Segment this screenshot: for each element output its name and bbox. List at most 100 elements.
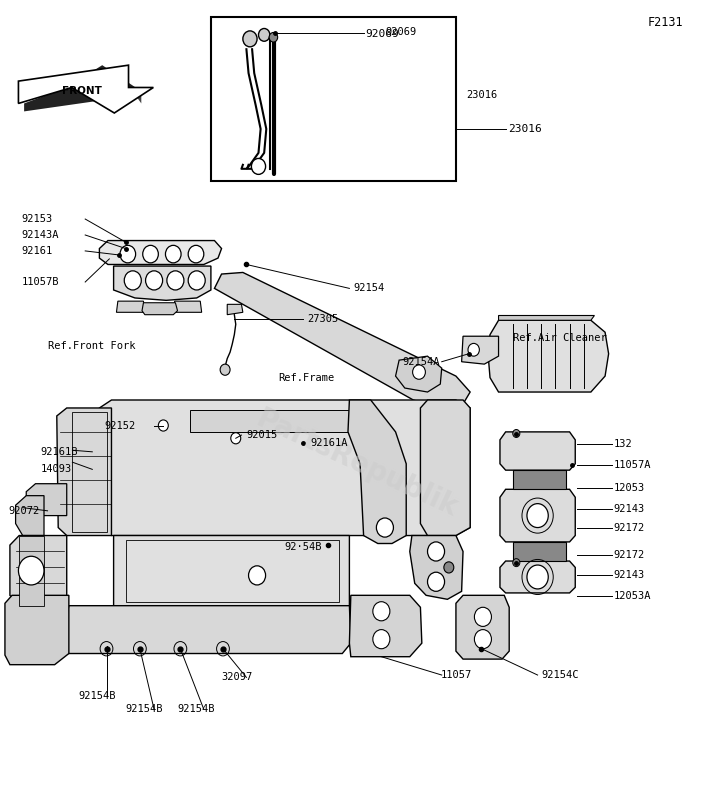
Circle shape (373, 602, 390, 621)
Text: 92154B: 92154B (178, 704, 215, 714)
Polygon shape (113, 535, 349, 614)
Circle shape (143, 246, 158, 263)
Text: 14093: 14093 (41, 464, 72, 474)
Polygon shape (99, 241, 222, 265)
Circle shape (158, 420, 168, 431)
Text: 92143: 92143 (614, 570, 645, 580)
Circle shape (19, 556, 44, 585)
Polygon shape (135, 87, 141, 103)
Polygon shape (513, 470, 566, 490)
Circle shape (513, 430, 520, 438)
Polygon shape (26, 484, 67, 515)
Polygon shape (10, 535, 67, 606)
Text: Ref.Air Cleaner: Ref.Air Cleaner (513, 333, 607, 343)
Polygon shape (62, 606, 351, 654)
Text: 11057: 11057 (441, 670, 471, 680)
Polygon shape (99, 400, 470, 535)
Circle shape (120, 246, 135, 263)
Text: 92152: 92152 (104, 421, 135, 430)
Polygon shape (113, 266, 211, 300)
Text: Ref.Front Fork: Ref.Front Fork (48, 341, 135, 350)
Circle shape (468, 343, 479, 356)
Circle shape (428, 572, 445, 591)
Circle shape (165, 246, 181, 263)
Text: 11057B: 11057B (21, 277, 58, 287)
Circle shape (373, 630, 390, 649)
Text: F2131: F2131 (647, 16, 683, 29)
Circle shape (474, 607, 491, 626)
Text: PartsRepublik: PartsRepublik (251, 405, 462, 522)
Circle shape (188, 271, 205, 290)
Text: 92154: 92154 (354, 283, 385, 294)
Text: 32097: 32097 (222, 673, 253, 682)
Circle shape (527, 504, 548, 527)
Polygon shape (190, 410, 349, 432)
Text: 92069: 92069 (385, 26, 416, 37)
Polygon shape (16, 496, 44, 535)
Polygon shape (488, 320, 609, 392)
Circle shape (527, 565, 548, 589)
Circle shape (220, 364, 230, 375)
Polygon shape (498, 315, 595, 320)
Text: 12053: 12053 (614, 483, 645, 494)
Circle shape (269, 33, 277, 42)
Text: 23016: 23016 (466, 90, 498, 101)
Polygon shape (500, 561, 575, 593)
Polygon shape (461, 336, 498, 364)
Circle shape (444, 562, 453, 573)
Text: 92154B: 92154B (125, 704, 163, 714)
Text: 92154A: 92154A (403, 357, 440, 366)
Text: 92172: 92172 (614, 522, 645, 533)
Polygon shape (173, 301, 202, 312)
Circle shape (252, 158, 265, 174)
Circle shape (124, 271, 141, 290)
Text: 23016: 23016 (508, 124, 542, 134)
Circle shape (188, 246, 204, 263)
Text: 92154B: 92154B (78, 690, 116, 701)
Text: 132: 132 (614, 439, 632, 449)
Polygon shape (19, 535, 44, 606)
Text: 92161A: 92161A (310, 438, 348, 448)
Text: FRONT: FRONT (63, 86, 102, 96)
Polygon shape (227, 304, 243, 314)
Polygon shape (57, 408, 111, 535)
Text: 92153: 92153 (21, 214, 53, 224)
Circle shape (243, 31, 257, 47)
Text: Ref.Frame: Ref.Frame (278, 374, 334, 383)
Polygon shape (215, 273, 470, 408)
Polygon shape (142, 302, 178, 314)
Circle shape (231, 433, 241, 444)
Polygon shape (456, 595, 509, 659)
Polygon shape (500, 432, 575, 470)
Circle shape (167, 271, 184, 290)
Text: 11057A: 11057A (614, 460, 651, 470)
Circle shape (376, 518, 394, 537)
Text: 92143: 92143 (614, 504, 645, 514)
Text: 12053A: 12053A (614, 591, 651, 601)
Circle shape (413, 365, 426, 379)
Polygon shape (348, 400, 406, 543)
Circle shape (474, 630, 491, 649)
Circle shape (428, 542, 445, 561)
Polygon shape (421, 400, 470, 535)
Polygon shape (5, 595, 69, 665)
Circle shape (145, 271, 163, 290)
Bar (211, 18, 456, 181)
Polygon shape (410, 535, 463, 599)
Polygon shape (500, 490, 575, 542)
Text: 92161: 92161 (21, 246, 53, 256)
Circle shape (249, 566, 265, 585)
Text: 92172: 92172 (614, 550, 645, 561)
Text: 92069: 92069 (366, 29, 399, 39)
Text: 92161B: 92161B (41, 447, 78, 457)
Polygon shape (19, 65, 153, 113)
Text: 92072: 92072 (9, 506, 40, 516)
Polygon shape (116, 301, 145, 312)
Polygon shape (513, 542, 566, 561)
Text: 27305: 27305 (307, 314, 338, 324)
Text: 92143A: 92143A (21, 230, 58, 240)
Polygon shape (396, 356, 442, 392)
Polygon shape (349, 595, 422, 657)
Text: 92015: 92015 (247, 430, 277, 440)
Circle shape (259, 29, 270, 42)
